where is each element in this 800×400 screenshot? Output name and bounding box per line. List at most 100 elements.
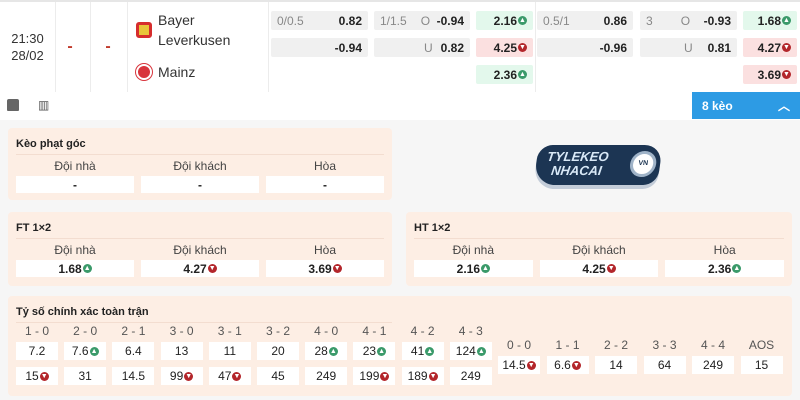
score-odd-home[interactable]: 11 [208, 342, 251, 360]
draw-column: 1 - 1 6.6 ▼ [546, 338, 589, 381]
toolbar: ▥ [0, 92, 800, 120]
score-odd-home[interactable]: 7.2 [16, 342, 58, 360]
score-odd-home[interactable]: 124 ▲ [449, 342, 492, 360]
score-odd-away[interactable]: 189 ▼ [401, 367, 444, 385]
score-label: 4 - 3 [458, 324, 483, 338]
odd-value[interactable]: 2.16 ▲ [414, 260, 533, 277]
score-odd-away[interactable]: 45 [257, 367, 299, 385]
score-odd-home[interactable]: 41 ▲ [401, 342, 444, 360]
odd-value[interactable]: 4.27 ▼ [141, 260, 259, 277]
draw-odd[interactable]: 14 [595, 356, 637, 374]
mainz-logo-icon [136, 64, 152, 80]
arrow-up-icon: ▲ [377, 346, 387, 356]
score-odd-home[interactable]: 7.6 ▲ [64, 342, 107, 360]
draw-odd[interactable]: 6.6 ▼ [546, 356, 589, 374]
ht-ou-under[interactable]: U 0.81 [640, 38, 737, 57]
score-odd-home[interactable]: 23 ▲ [353, 342, 396, 360]
score-label: 2 - 1 [121, 324, 146, 338]
score-odd-away[interactable]: 47 ▼ [208, 367, 251, 385]
odd-column: Đội khách 4.27 ▼ [141, 239, 259, 277]
score-odd-away[interactable]: 249 [305, 367, 348, 385]
home-team[interactable]: Bayer Leverkusen [136, 10, 230, 50]
score-odd-home[interactable]: 13 [160, 342, 203, 360]
score-label: 3 - 0 [169, 324, 194, 338]
jersey-icon[interactable] [7, 99, 19, 111]
odd-value[interactable]: - [266, 176, 384, 193]
ft-ou-under[interactable]: U 0.82 [374, 38, 470, 57]
panel-title: FT 1×2 [16, 212, 384, 239]
arrow-down-icon: ▼ [518, 43, 527, 52]
arrow-up-icon: ▲ [782, 16, 791, 25]
ft-1x2-panel: FT 1×2 Đội nhà 1.68 ▲ Đội khách 4.27 ▼ Hòa 3.69… [8, 212, 392, 286]
arrow-down-icon: ▼ [232, 371, 242, 381]
score-odd-away[interactable]: 99 ▼ [160, 367, 203, 385]
odd-column: Hòa - [266, 155, 384, 193]
score-odd-home[interactable]: 28 ▲ [305, 342, 348, 360]
ft-ou-over[interactable]: 1/1.5 O -0.94 [374, 11, 470, 30]
odd-value[interactable]: 1.68 ▲ [16, 260, 134, 277]
odd-value[interactable]: 2.36 ▲ [665, 260, 785, 277]
arrow-down-icon: ▼ [39, 371, 49, 381]
leverkusen-logo-icon [136, 22, 152, 38]
odd-value[interactable]: 3.69 ▼ [266, 260, 384, 277]
match-row: 21:30 28/02 - - Bayer Leverkusen Mainz 0/0… [0, 0, 800, 94]
score-column: 3 - 2 20 45 [257, 324, 299, 392]
home-score: - [67, 38, 73, 55]
draw-odd[interactable]: 15 [740, 356, 783, 374]
arrow-up-icon: ▲ [328, 346, 338, 356]
odd-value[interactable]: 4.25 ▼ [539, 260, 659, 277]
score-odd-away[interactable]: 199 ▼ [353, 367, 396, 385]
away-score: - [105, 38, 111, 55]
ht-hdp-home[interactable]: 0.5/1 0.86 [537, 11, 633, 30]
odd-value[interactable]: - [141, 176, 259, 193]
away-team[interactable]: Mainz [136, 64, 195, 80]
ht-1x2-odd[interactable]: 3.69 ▼ [743, 65, 797, 84]
ht-1x2-panel: HT 1×2 Đội nhà 2.16 ▲ Đội khách 4.25 ▼ Hòa 2.36… [406, 212, 792, 286]
odd-column: Hòa 3.69 ▼ [266, 239, 384, 277]
arrow-down-icon: ▼ [380, 371, 390, 381]
draw-odd[interactable]: 14.5 ▼ [498, 356, 540, 374]
ft-hdp-home[interactable]: 0/0.5 0.82 [271, 11, 368, 30]
draw-column: 4 - 4 249 [692, 338, 734, 381]
ft-hdp-away[interactable]: -0.94 [271, 38, 368, 57]
column-label: Hòa [713, 243, 736, 257]
stats-chart-icon[interactable]: ▥ [38, 98, 50, 112]
score-odd-home[interactable]: 6.4 [112, 342, 155, 360]
arrow-down-icon: ▼ [526, 360, 536, 370]
draw-odd[interactable]: 249 [692, 356, 734, 374]
draw-odd[interactable]: 64 [643, 356, 686, 374]
score-odd-home[interactable]: 20 [257, 342, 299, 360]
arrow-up-icon: ▲ [89, 346, 99, 356]
ht-1x2-odd[interactable]: 4.27 ▼ [743, 38, 797, 57]
arrow-up-icon: ▲ [425, 346, 435, 356]
corner-panel: Kèo phạt góc Đội nhà - Đội khách - Hòa - [8, 128, 392, 200]
column-label: Đội khách [173, 243, 227, 257]
ht-1x2-odd[interactable]: 1.68 ▲ [743, 11, 797, 30]
odd-value[interactable]: - [16, 176, 134, 193]
score-label: 2 - 0 [73, 324, 98, 338]
score-label: 3 - 3 [652, 338, 677, 352]
score-column: 4 - 3 124 ▲ 249 [449, 324, 492, 392]
score-odd-away[interactable]: 249 [449, 367, 492, 385]
more-odds-button[interactable]: 8 kèo ︿ [692, 92, 800, 119]
score-label: 4 - 4 [700, 338, 725, 352]
score-odd-away[interactable]: 14.5 [112, 367, 155, 385]
chevron-up-icon: ︿ [777, 99, 790, 113]
odd-column: Đội nhà 2.16 ▲ [414, 239, 533, 277]
ht-ou-over[interactable]: 3 O -0.93 [640, 11, 737, 30]
ht-hdp-away[interactable]: -0.96 [537, 38, 633, 57]
arrow-down-icon: ▼ [428, 371, 438, 381]
arrow-down-icon: ▼ [571, 360, 581, 370]
exact-score-panel: Tỷ số chính xác toàn trận 1 - 0 7.2 15 ▼ 2 -… [8, 296, 792, 396]
ft-1x2-odd[interactable]: 2.16 ▲ [476, 11, 533, 30]
home-team-name-line1: Bayer [158, 12, 195, 28]
score-label: 3 - 1 [217, 324, 242, 338]
draw-column: 0 - 0 14.5 ▼ [498, 338, 540, 381]
ft-1x2-odd[interactable]: 4.25 ▼ [476, 38, 533, 57]
ft-1x2-odd[interactable]: 2.36 ▲ [476, 65, 533, 84]
score-odd-away[interactable]: 31 [64, 367, 107, 385]
score-odd-away[interactable]: 15 ▼ [16, 367, 58, 385]
tylekeo-logo: TYLEKEO NHACAI VN [533, 145, 663, 185]
column-label: Hòa [313, 159, 336, 173]
score-label: AOS [748, 338, 775, 352]
